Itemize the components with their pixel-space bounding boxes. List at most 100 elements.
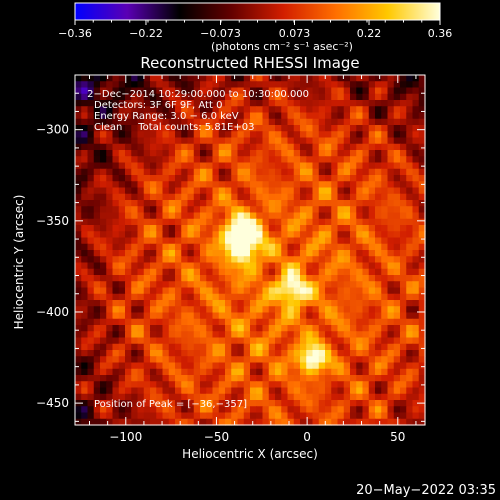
heatmap-cell — [231, 100, 239, 107]
heatmap-cell — [193, 406, 201, 414]
heatmap-cell — [368, 318, 376, 326]
heatmap-cell — [400, 281, 407, 289]
heatmap-cell — [200, 362, 207, 370]
heatmap-cell — [412, 350, 420, 357]
heatmap-cell — [262, 312, 270, 320]
heatmap-cell — [243, 237, 251, 245]
heatmap-cell — [243, 212, 251, 220]
heatmap-cell — [143, 143, 151, 151]
heatmap-cell — [237, 118, 245, 126]
heatmap-cell — [281, 87, 289, 95]
heatmap-cell — [225, 293, 232, 301]
heatmap-cell — [418, 293, 426, 301]
heatmap-cell — [75, 306, 82, 314]
heatmap-cell — [156, 212, 164, 220]
heatmap-cell — [343, 131, 351, 139]
heatmap-cell — [137, 243, 145, 251]
heatmap-cell — [387, 331, 395, 339]
heatmap-cell — [100, 106, 107, 114]
heatmap-cell — [325, 75, 332, 82]
heatmap-cell — [112, 212, 120, 220]
heatmap-cell — [137, 212, 145, 220]
heatmap-cell — [293, 381, 301, 389]
heatmap-cell — [193, 168, 201, 176]
heatmap-cell — [112, 393, 120, 401]
heatmap-cell — [125, 175, 132, 182]
heatmap-cell — [300, 218, 307, 226]
heatmap-cell — [406, 300, 414, 307]
heatmap-cell — [156, 162, 164, 170]
heatmap-cell — [325, 193, 332, 201]
heatmap-cell — [125, 412, 132, 420]
heatmap-cell — [93, 362, 101, 370]
heatmap-cell — [106, 256, 114, 264]
heatmap-cell — [331, 81, 339, 89]
heatmap-cell — [343, 218, 351, 226]
heatmap-cell — [418, 318, 426, 326]
heatmap-cell — [156, 418, 164, 426]
heatmap-cell — [150, 118, 157, 126]
heatmap-cell — [231, 356, 239, 364]
heatmap-cell — [300, 343, 307, 351]
heatmap-cell — [112, 281, 120, 289]
heatmap-cell — [193, 250, 201, 257]
heatmap-cell — [243, 231, 251, 239]
heatmap-cell — [206, 418, 214, 426]
heatmap-cell — [156, 412, 164, 420]
heatmap-cell — [418, 306, 426, 314]
heatmap-cell — [400, 312, 407, 320]
heatmap-cell — [137, 156, 145, 164]
heatmap-cell — [125, 387, 132, 395]
heatmap-cell — [412, 200, 420, 207]
heatmap-cell — [256, 143, 264, 151]
heatmap-cell — [87, 312, 95, 320]
heatmap-cell — [287, 137, 295, 145]
heatmap-cell — [237, 318, 245, 326]
heatmap-cell — [400, 412, 407, 420]
heatmap-cell — [381, 112, 389, 120]
heatmap-cell — [187, 118, 195, 126]
heatmap-cell — [387, 181, 395, 189]
heatmap-cell — [206, 181, 214, 189]
heatmap-cell — [187, 100, 195, 107]
heatmap-cell — [200, 93, 207, 101]
heatmap-cell — [156, 237, 164, 245]
heatmap-cell — [200, 268, 207, 276]
heatmap-cell — [368, 343, 376, 351]
heatmap-cell — [175, 418, 182, 426]
heatmap-cell — [131, 300, 139, 307]
heatmap-cell — [181, 150, 189, 157]
heatmap-cell — [325, 237, 332, 245]
heatmap-cell — [250, 318, 257, 326]
heatmap-cell — [162, 212, 170, 220]
heatmap-cell — [175, 356, 182, 364]
heatmap-cell — [393, 400, 401, 407]
heatmap-cell — [125, 143, 132, 151]
heatmap-cell — [312, 418, 320, 426]
heatmap-cell — [243, 262, 251, 270]
heatmap-cell — [118, 93, 126, 101]
heatmap-cell — [250, 400, 257, 407]
heatmap-cell — [393, 368, 401, 376]
heatmap-cell — [293, 375, 301, 382]
heatmap-cell — [312, 331, 320, 339]
heatmap-cell — [306, 256, 314, 264]
heatmap-cell — [187, 400, 195, 407]
heatmap-cell — [175, 137, 182, 145]
heatmap-cell — [112, 325, 120, 332]
heatmap-cell — [81, 381, 89, 389]
heatmap-cell — [112, 275, 120, 282]
heatmap-cell — [231, 181, 239, 189]
heatmap-cell — [418, 387, 426, 395]
heatmap-cell — [112, 287, 120, 295]
heatmap-cell — [362, 137, 370, 145]
heatmap-cell — [312, 218, 320, 226]
heatmap-cell — [187, 381, 195, 389]
heatmap-cell — [256, 350, 264, 357]
heatmap-cell — [81, 362, 89, 370]
heatmap-cell — [375, 337, 382, 345]
heatmap-cell — [212, 387, 220, 395]
heatmap-cell — [406, 331, 414, 339]
heatmap-cell — [356, 137, 364, 145]
heatmap-cell — [356, 250, 364, 257]
